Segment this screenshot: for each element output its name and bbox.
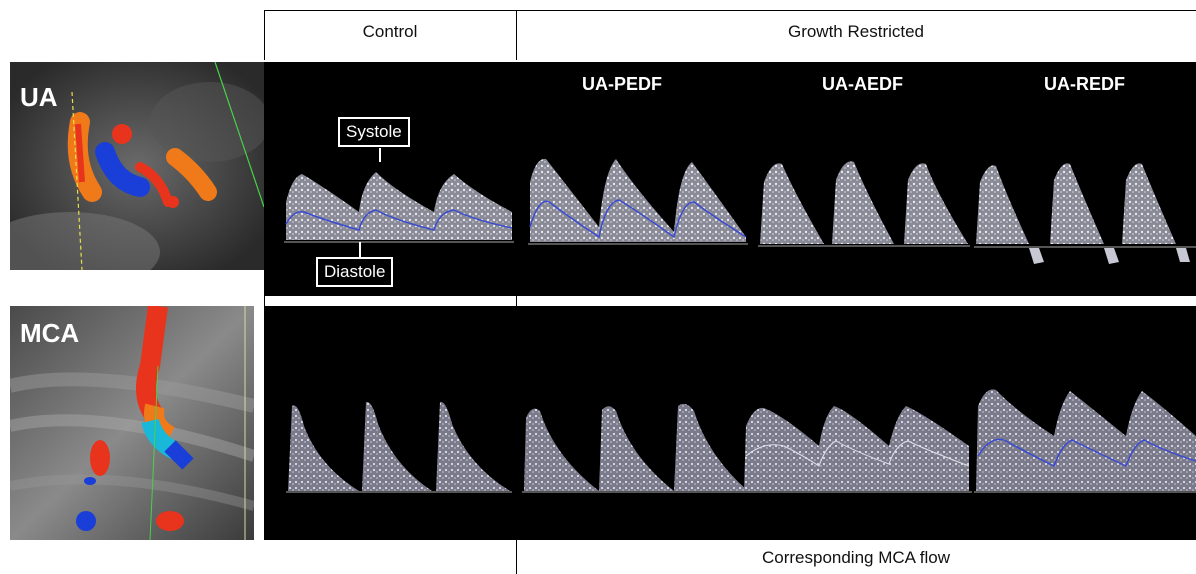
control-ua-waveform <box>284 172 514 243</box>
mca-waveforms <box>286 389 1196 493</box>
column-label-ua-pedf: UA-PEDF <box>582 74 662 94</box>
ua-waveforms <box>284 148 1196 264</box>
ua-color-doppler-image: UA <box>10 62 264 270</box>
ua-row-label: UA <box>20 82 58 112</box>
row-divider-left <box>264 296 265 306</box>
header-control: Control <box>362 22 418 41</box>
footer-divider-mid <box>516 540 517 574</box>
ua-aedf-waveform <box>758 161 970 247</box>
header-top-border <box>264 10 1196 11</box>
control-mca-waveform <box>286 401 512 493</box>
systole-callout: Systole <box>338 117 410 147</box>
header-growth-restricted: Growth Restricted <box>787 22 925 41</box>
footer-mca-flow-label: Corresponding MCA flow <box>761 548 951 567</box>
ua-redf-mca-waveform <box>974 389 1196 493</box>
ua-aedf-mca-waveform <box>742 406 972 493</box>
ua-redf-waveform <box>974 163 1196 264</box>
header-divider-mid <box>516 10 517 60</box>
column-label-ua-redf: UA-REDF <box>1044 74 1125 94</box>
mca-doppler-graphic <box>10 306 254 540</box>
ua-pedf-waveform <box>528 158 748 245</box>
mca-spectral-band <box>264 306 1196 540</box>
diastole-callout: Diastole <box>316 257 394 287</box>
ua-spectral-band: UA-PEDF UA-AEDF UA-REDF <box>264 62 1196 296</box>
mca-color-doppler-image: MCA <box>10 306 254 540</box>
ua-doppler-graphic <box>10 62 264 270</box>
row-divider-mid <box>516 296 517 306</box>
header-divider-left <box>264 10 265 60</box>
ua-pedf-mca-waveform <box>522 403 750 493</box>
mca-row-label: MCA <box>20 318 80 348</box>
column-label-ua-aedf: UA-AEDF <box>822 74 903 94</box>
